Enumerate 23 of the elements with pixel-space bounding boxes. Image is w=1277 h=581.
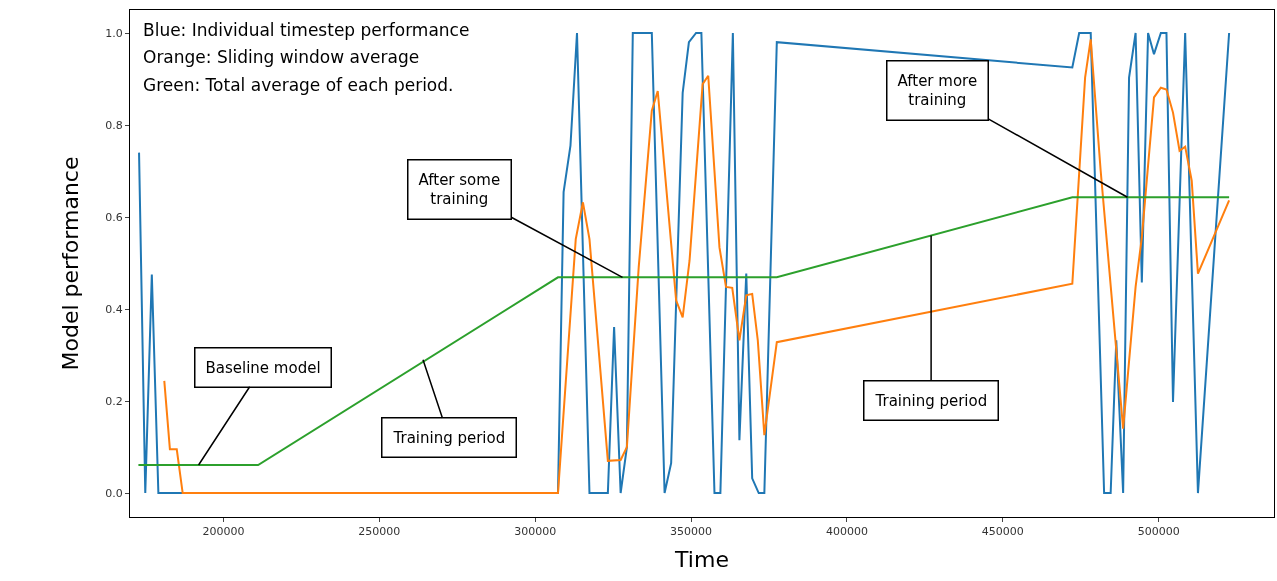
x-tick-label: 350000 (670, 525, 713, 539)
annotation: Training period (874, 391, 988, 410)
y-tick-label: 0.0 (105, 486, 123, 500)
y-tick-label: 0.6 (105, 210, 123, 224)
x-tick-label: 450000 (981, 525, 1024, 539)
annotation: Blue: Individual timestep performance (143, 20, 470, 40)
y-tick-label: 0.2 (105, 394, 123, 408)
annotation: Green: Total average of each period. (143, 75, 454, 95)
x-tick-label: 250000 (358, 525, 401, 539)
x-tick-label: 500000 (1137, 525, 1180, 539)
x-tick-label: 200000 (202, 525, 245, 539)
annotation: Orange: Sliding window average (143, 47, 420, 67)
annotation: Baseline model (205, 358, 321, 377)
annotation: Training period (392, 428, 506, 447)
y-axis-title: Model performance (58, 156, 84, 371)
y-tick-label: 0.8 (105, 118, 123, 132)
x-axis-title: Time (674, 547, 729, 573)
y-tick-label: 0.4 (105, 302, 123, 316)
x-tick-label: 300000 (514, 525, 557, 539)
annotation: After more training (897, 71, 978, 109)
y-tick-label: 1.0 (105, 26, 123, 40)
x-tick-label: 400000 (825, 525, 868, 539)
annotation: After some training (418, 170, 501, 208)
